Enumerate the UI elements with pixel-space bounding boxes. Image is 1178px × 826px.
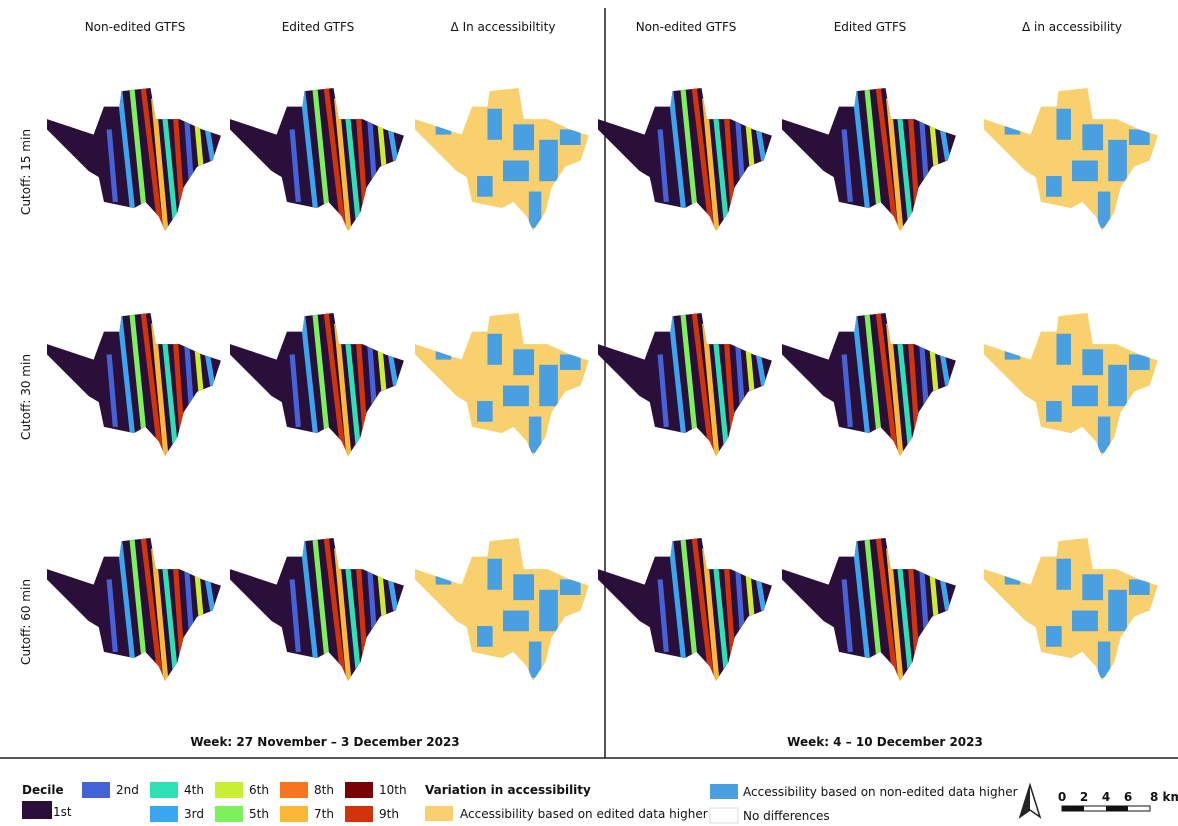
column-header: Non-edited GTFS (85, 20, 186, 34)
decile-title: Decile (22, 783, 64, 797)
map (47, 313, 223, 458)
map (984, 313, 1160, 458)
map (415, 313, 591, 458)
scale-label: 4 (1102, 790, 1110, 804)
column-header: Δ In accessibiltity (451, 20, 556, 34)
week-label: Week: 27 November – 3 December 2023 (190, 735, 459, 749)
legend-swatch (345, 806, 373, 822)
map (782, 88, 958, 233)
legend-swatch (150, 782, 178, 798)
row-label: Cutoff: 30 min (19, 354, 33, 440)
column-header: Edited GTFS (834, 20, 907, 34)
map (230, 88, 406, 233)
legend-swatch (345, 782, 373, 798)
map (47, 88, 223, 233)
map (782, 313, 958, 458)
legend-swatch (215, 782, 243, 798)
legend-label: 1st (53, 805, 72, 819)
legend-label: 10th (379, 783, 407, 797)
scale-label: 2 (1080, 790, 1088, 804)
legend-label: 8th (314, 783, 334, 797)
map (230, 313, 406, 458)
legend-label: Accessibility based on non-edited data h… (743, 785, 1018, 799)
column-header: Edited GTFS (282, 20, 355, 34)
map (782, 538, 958, 683)
legend-label: 6th (249, 783, 269, 797)
legend-label: 3rd (184, 807, 204, 821)
scale-label: 0 (1058, 790, 1066, 804)
legend-swatch (710, 808, 738, 823)
legend-label: 7th (314, 807, 334, 821)
map (598, 88, 774, 233)
map (230, 538, 406, 683)
map (984, 88, 1160, 233)
column-header: Non-edited GTFS (636, 20, 737, 34)
column-header: Δ in accessibility (1022, 20, 1122, 34)
legend: Decile Variation in accessibility 1st 2nd… (22, 782, 1178, 823)
map (598, 313, 774, 458)
legend-swatch (22, 801, 52, 819)
legend-swatch (280, 782, 308, 798)
map (598, 538, 774, 683)
legend-label: No differences (743, 809, 830, 823)
week-label: Week: 4 – 10 December 2023 (787, 735, 983, 749)
map (415, 88, 591, 233)
row-label: Cutoff: 15 min (19, 129, 33, 215)
legend-swatch (215, 806, 243, 822)
legend-swatch (710, 784, 738, 799)
variation-title: Variation in accessibility (425, 783, 591, 797)
maps: Non-edited GTFS Edited GTFS Δ In accessibi… (19, 20, 1160, 749)
map (47, 538, 223, 683)
legend-label: 5th (249, 807, 269, 821)
legend-swatch (82, 782, 110, 798)
scale-label: 6 (1124, 790, 1132, 804)
row-label: Cutoff: 60 min (19, 579, 33, 665)
legend-swatch (425, 806, 453, 821)
map (984, 538, 1160, 683)
scale-label: 8 km (1150, 790, 1178, 804)
legend-swatch (150, 806, 178, 822)
map (415, 538, 591, 683)
legend-swatch (280, 806, 308, 822)
legend-label: 4th (184, 783, 204, 797)
legend-label: 9th (379, 807, 399, 821)
legend-label: Accessibility based on edited data highe… (460, 807, 708, 821)
legend-label: 2nd (116, 783, 139, 797)
figure: Non-edited GTFS Edited GTFS Δ In accessibi… (0, 0, 1178, 826)
